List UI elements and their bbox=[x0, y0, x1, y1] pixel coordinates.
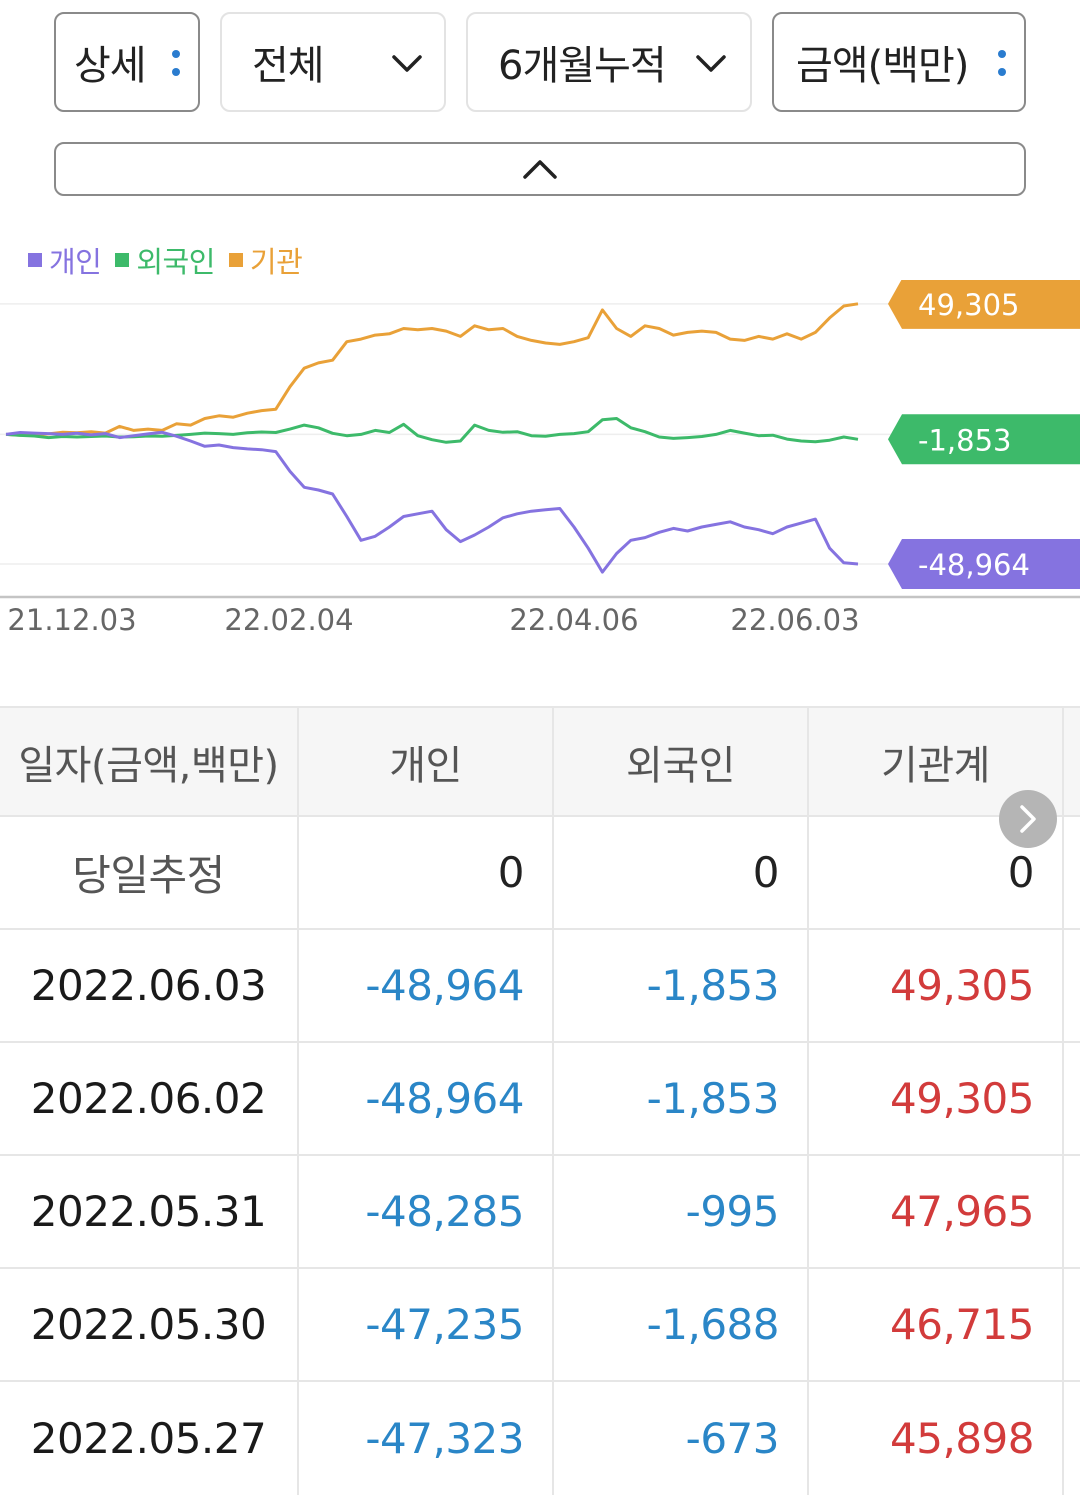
header-foreign: 외국인 bbox=[554, 708, 809, 815]
cell-foreign: -1,688 bbox=[554, 1269, 809, 1380]
cell-foreign: -1,853 bbox=[554, 930, 809, 1041]
cell-date: 2022.06.03 bbox=[0, 930, 299, 1041]
cell-overflow bbox=[1064, 1269, 1080, 1380]
end-tag-label: 49,305 bbox=[918, 288, 1019, 322]
legend-item-individual[interactable]: 개인 bbox=[28, 239, 102, 281]
unit-select-label: 금액(백만) bbox=[796, 43, 969, 89]
series-line bbox=[5, 430, 859, 574]
scroll-right-button[interactable] bbox=[999, 790, 1057, 848]
detail-select-label: 상세 bbox=[74, 43, 147, 89]
table-row: 당일추정 0 0 0 bbox=[0, 817, 1080, 930]
table-header-row: 일자(금액,백만) 개인 외국인 기관계 bbox=[0, 706, 1080, 817]
scope-select-label: 전체 bbox=[252, 43, 325, 89]
cell-foreign: -1,853 bbox=[554, 1043, 809, 1154]
filter-bar: 상세 전체 6개월누적 금액(백만) bbox=[54, 12, 1026, 112]
cell-institution: 47,965 bbox=[809, 1156, 1064, 1267]
chevron-right-icon bbox=[1020, 805, 1036, 833]
cell-individual: -48,285 bbox=[299, 1156, 554, 1267]
end-value-tag: -1,853 bbox=[888, 414, 1080, 465]
detail-select[interactable]: 상세 bbox=[54, 12, 200, 112]
table-row: 2022.06.03 -48,964 -1,853 49,305 bbox=[0, 930, 1080, 1043]
legend-swatch bbox=[115, 253, 130, 267]
chevron-down-icon bbox=[696, 55, 726, 72]
cell-date: 당일추정 bbox=[0, 817, 299, 928]
cell-overflow bbox=[1064, 817, 1080, 928]
end-value-tag: 49,305 bbox=[888, 280, 1080, 329]
cell-date: 2022.05.27 bbox=[0, 1382, 299, 1495]
header-date: 일자(금액,백만) bbox=[0, 708, 299, 815]
cell-institution: 49,305 bbox=[809, 1043, 1064, 1154]
kebab-icon bbox=[172, 46, 180, 82]
chart-legend: 개인 외국인 기관 bbox=[28, 240, 316, 280]
chart-end-labels: 49,305 -1,853 -48,964 bbox=[888, 280, 1080, 590]
header-individual: 개인 bbox=[299, 708, 554, 815]
table-row: 2022.06.02 -48,964 -1,853 49,305 bbox=[0, 1043, 1080, 1156]
period-select[interactable]: 6개월누적 bbox=[466, 12, 752, 112]
investor-table: 일자(금액,백만) 개인 외국인 기관계 당일추정 0 0 0 2022.06.… bbox=[0, 706, 1080, 1495]
cell-date: 2022.06.02 bbox=[0, 1043, 299, 1154]
series-line bbox=[5, 302, 859, 437]
table-row: 2022.05.31 -48,285 -995 47,965 bbox=[0, 1156, 1080, 1269]
cell-institution: 49,305 bbox=[809, 930, 1064, 1041]
cell-overflow bbox=[1064, 1382, 1080, 1495]
legend-swatch bbox=[228, 253, 243, 267]
cell-overflow bbox=[1064, 1156, 1080, 1267]
cell-institution: 0 bbox=[809, 817, 1064, 928]
cell-foreign: 0 bbox=[554, 817, 809, 928]
cell-individual: -48,964 bbox=[299, 930, 554, 1041]
cell-overflow bbox=[1064, 1043, 1080, 1154]
unit-select[interactable]: 금액(백만) bbox=[772, 12, 1026, 112]
legend-item-institution[interactable]: 기관 bbox=[228, 239, 303, 281]
series-line bbox=[5, 417, 859, 444]
x-tick-label: 22.02.04 bbox=[224, 603, 353, 637]
legend-label: 외국인 bbox=[136, 245, 215, 279]
end-tag-shape bbox=[888, 280, 1080, 329]
end-value-tag: -48,964 bbox=[888, 539, 1080, 590]
cell-institution: 45,898 bbox=[809, 1382, 1064, 1495]
x-tick-label: 21.12.03 bbox=[7, 603, 136, 637]
chevron-down-icon bbox=[392, 55, 422, 72]
chevron-up-icon bbox=[523, 160, 557, 179]
end-tag-label: -1,853 bbox=[918, 423, 1012, 457]
cell-individual: -47,323 bbox=[299, 1382, 554, 1495]
legend-item-foreign[interactable]: 외국인 bbox=[115, 239, 215, 281]
legend-label: 개인 bbox=[49, 245, 102, 279]
cell-institution: 46,715 bbox=[809, 1269, 1064, 1380]
cell-date: 2022.05.30 bbox=[0, 1269, 299, 1380]
x-tick-label: 22.06.03 bbox=[730, 603, 859, 637]
cell-individual: -47,235 bbox=[299, 1269, 554, 1380]
collapse-button[interactable] bbox=[54, 142, 1026, 196]
cell-individual: -48,964 bbox=[299, 1043, 554, 1154]
chart-series bbox=[5, 302, 859, 574]
table-row: 2022.05.27 -47,323 -673 45,898 bbox=[0, 1382, 1080, 1495]
legend-label: 기관 bbox=[249, 245, 303, 279]
cell-foreign: -995 bbox=[554, 1156, 809, 1267]
period-select-label: 6개월누적 bbox=[498, 43, 667, 89]
table-row: 2022.05.30 -47,235 -1,688 46,715 bbox=[0, 1269, 1080, 1382]
x-tick-label: 22.04.06 bbox=[509, 603, 638, 637]
end-tag-shape bbox=[888, 414, 1080, 465]
cell-date: 2022.05.31 bbox=[0, 1156, 299, 1267]
end-tag-shape bbox=[888, 539, 1080, 590]
investor-line-chart: 49,305 -1,853 -48,964 21.12.03 22.02.04 22.0… bbox=[0, 280, 1080, 637]
header-overflow bbox=[1064, 708, 1080, 815]
legend-swatch bbox=[28, 253, 42, 267]
cell-foreign: -673 bbox=[554, 1382, 809, 1495]
cell-overflow bbox=[1064, 930, 1080, 1041]
header-institution: 기관계 bbox=[809, 708, 1064, 815]
end-tag-label: -48,964 bbox=[918, 548, 1030, 582]
cell-individual: 0 bbox=[299, 817, 554, 928]
chart-x-axis: 21.12.03 22.02.04 22.04.06 22.06.03 bbox=[7, 603, 859, 637]
scope-select[interactable]: 전체 bbox=[220, 12, 446, 112]
kebab-icon bbox=[998, 46, 1006, 82]
